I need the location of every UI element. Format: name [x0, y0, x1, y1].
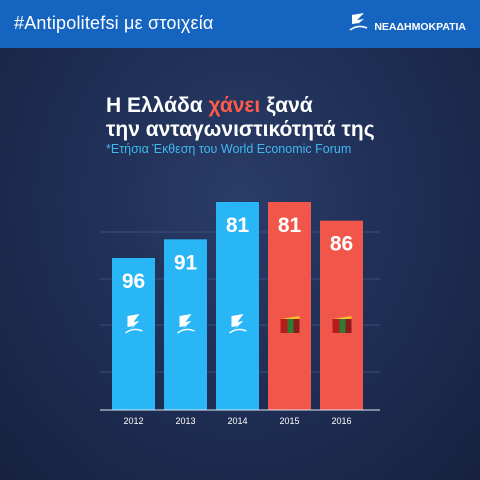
bar-value-label: 81 — [278, 214, 302, 237]
bar-value-label: 91 — [174, 251, 198, 274]
nd-torch-icon — [349, 13, 368, 31]
hashtag-suffix: με στοιχεία — [118, 13, 214, 33]
x-tick-label: 2015 — [279, 416, 299, 426]
bar-value-label: 96 — [122, 270, 145, 293]
chart-title: Η Ελλάδα χάνει ξανά την ανταγωνιστικότητ… — [106, 94, 446, 142]
party-logo[interactable]: ΝΕΑΔΗΜΟΚΡΑΤΙΑ — [346, 10, 466, 40]
nd-torch-icon — [229, 314, 247, 334]
x-tick-label: 2016 — [331, 416, 351, 426]
header-bar: #Antipolitefsi με στοιχεία ΝΕΑΔΗΜΟΚΡΑΤΙΑ — [0, 0, 480, 48]
x-tick-label: 2012 — [123, 416, 143, 426]
x-tick-label: 2014 — [227, 416, 247, 426]
title-part1: Η Ελλάδα — [106, 94, 209, 117]
bars: 96 91 81 81 86 — [112, 202, 363, 410]
logo-text: ΝΕΑΔΗΜΟΚΡΑΤΙΑ — [374, 21, 466, 33]
bar-value-label: 81 — [226, 214, 250, 237]
bar-2012[interactable] — [112, 258, 155, 410]
syriza-flag-icon — [332, 316, 352, 333]
bar-2016[interactable] — [320, 220, 363, 410]
x-tick-label: 2013 — [175, 416, 195, 426]
hashtag[interactable]: #Antipolitefsi — [14, 13, 119, 33]
bar-2014[interactable] — [216, 202, 259, 410]
x-tick-labels: 2012 2013 2014 2015 2016 — [123, 416, 351, 426]
syriza-flag-icon — [280, 316, 300, 333]
hashtag-title: #Antipolitefsi με στοιχεία — [14, 13, 214, 34]
nd-torch-icon — [177, 314, 195, 334]
title-part2: ξανά — [260, 94, 313, 117]
title-line2: την ανταγωνιστικότητά της — [106, 118, 375, 141]
nd-torch-icon — [125, 314, 143, 334]
bar-2015[interactable] — [268, 202, 311, 410]
title-highlight: χάνει — [208, 94, 261, 117]
bar-value-label: 86 — [330, 233, 353, 256]
chart-source: *Ετήσια Έκθεση του World Economic Forum — [106, 142, 352, 156]
